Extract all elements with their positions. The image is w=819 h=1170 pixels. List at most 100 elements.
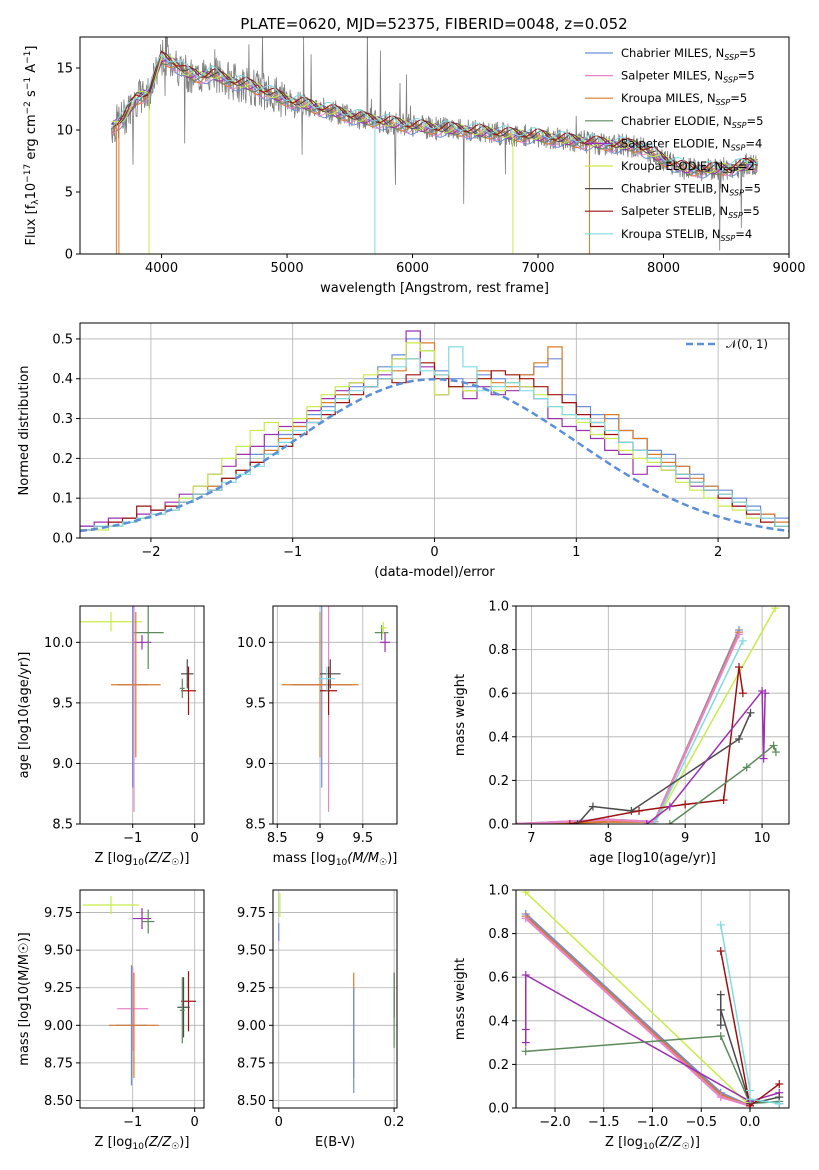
y-tick-label: 9.00 bbox=[237, 1019, 266, 1034]
mass-weight-line bbox=[653, 607, 776, 824]
mass-weight-line bbox=[720, 924, 780, 1105]
errorbar-point bbox=[181, 666, 196, 715]
y-tick-label: 9.75 bbox=[237, 906, 266, 921]
errorbar-point bbox=[320, 659, 341, 689]
panel-age-vs-mass: 8.5 9 9.5 8.5 9.0 9.5 10.0 mass [log10(M/M☉)] bbox=[237, 605, 398, 868]
legend-entry: Chabrier MILES, NSSP=5 bbox=[585, 46, 756, 62]
y-tick-label: 0.0 bbox=[488, 1102, 509, 1117]
y-tick-label: 0.3 bbox=[52, 412, 73, 427]
plots-container: 4000 5000 6000 7000 8000 9000051015wavelength… bbox=[17, 36, 806, 1152]
plus-marker bbox=[665, 802, 674, 811]
y-tick-label: 1.0 bbox=[488, 600, 509, 615]
legend-entry: Kroupa MILES, NSSP=5 bbox=[585, 91, 747, 107]
plus-marker bbox=[716, 1093, 725, 1102]
panel-mass-vs-EBV: 0 0.2 8.50 8.75 9.00 9.25 9.50 9.75 E(B-V) bbox=[237, 889, 404, 1150]
plus-marker bbox=[573, 820, 582, 824]
mass-weight-line bbox=[669, 744, 777, 824]
x-tick-label: −2.0 bbox=[539, 1115, 571, 1130]
x-tick-label: −0.5 bbox=[685, 1115, 717, 1130]
plus-marker bbox=[716, 947, 725, 956]
plus-marker bbox=[775, 1080, 784, 1089]
plot-area bbox=[110, 37, 758, 254]
plus-marker bbox=[642, 820, 651, 824]
plot-area bbox=[521, 890, 784, 1108]
plus-marker bbox=[588, 802, 597, 811]
plus-marker bbox=[681, 800, 690, 809]
x-tick-label: 0 bbox=[191, 831, 199, 846]
errorbar-point bbox=[117, 966, 149, 1051]
legend-label: 𝒩(0, 1) bbox=[726, 337, 768, 351]
legend: Chabrier MILES, NSSP=5 Salpeter MILES, NS… bbox=[585, 46, 763, 243]
errorbar-point bbox=[281, 612, 359, 758]
errorbar-point bbox=[179, 678, 185, 699]
errorbar-point bbox=[318, 666, 336, 691]
plus-marker bbox=[746, 1095, 754, 1104]
x-tick-label: 10 bbox=[754, 831, 771, 846]
legend-label: Salpeter STELIB, NSSP=5 bbox=[621, 204, 760, 220]
legend-label: Chabrier MILES, NSSP=5 bbox=[621, 46, 756, 62]
y-tick-label: 0.4 bbox=[52, 372, 73, 387]
x-tick-label: −1 bbox=[123, 831, 142, 846]
x-tick-label: −1 bbox=[123, 1115, 142, 1130]
plot-area bbox=[83, 896, 196, 1086]
y-axis-label: mass weight bbox=[453, 674, 468, 756]
x-tick-label: 0 bbox=[275, 1115, 283, 1130]
x-axis-label: age [log10(age/yr)] bbox=[589, 851, 716, 866]
legend-entry: Salpeter STELIB, NSSP=5 bbox=[585, 204, 760, 220]
model-spectrum bbox=[111, 50, 758, 172]
x-tick-label: −1.0 bbox=[637, 1115, 669, 1130]
y-tick-label: 5 bbox=[65, 186, 73, 201]
plus-marker bbox=[521, 971, 530, 980]
y-tick-label: 0.4 bbox=[488, 730, 509, 745]
legend-label: Chabrier STELIB, NSSP=5 bbox=[621, 182, 761, 198]
panel-massweight-vs-Z: −2.0 −1.5 −1.0 −0.5 0.0 0.0 0.2 0.4 0.6 0.8 1.0 Z [… bbox=[453, 884, 790, 1152]
errorbar-point bbox=[181, 659, 194, 689]
plus-marker bbox=[775, 1099, 784, 1108]
y-tick-label: 10.0 bbox=[44, 636, 73, 651]
errorbar-point bbox=[111, 612, 161, 758]
y-axis-label: age [log10(age/yr)] bbox=[17, 652, 32, 779]
panel-spectrum: 4000 5000 6000 7000 8000 9000 0 5 10 15 wavelength… bbox=[23, 36, 806, 296]
plot-area bbox=[278, 893, 395, 1093]
y-tick-label: 10.0 bbox=[237, 636, 266, 651]
plot-background bbox=[516, 606, 789, 824]
x-tick-label: 0 bbox=[430, 545, 438, 560]
x-tick-label: 5000 bbox=[271, 261, 304, 276]
plus-marker bbox=[719, 796, 728, 805]
plus-marker bbox=[746, 1086, 754, 1095]
plot-area bbox=[80, 606, 196, 812]
y-tick-label: 8.50 bbox=[237, 1094, 266, 1109]
mass-weight-line bbox=[653, 640, 744, 824]
x-axis-label: Z [log10(Z/Z☉)] bbox=[95, 851, 190, 868]
y-tick-label: 0.2 bbox=[488, 1058, 509, 1073]
plus-marker bbox=[771, 606, 780, 613]
y-tick-label: 0.8 bbox=[488, 927, 509, 942]
x-tick-label: 9.5 bbox=[352, 831, 373, 846]
y-tick-label: 8.75 bbox=[44, 1056, 73, 1071]
legend-label: Kroupa ELODIE, NSSP=2 bbox=[621, 159, 755, 175]
model-spectrum bbox=[111, 54, 758, 174]
y-tick-label: 8.5 bbox=[245, 818, 266, 833]
mass-weight-line bbox=[516, 633, 741, 824]
y-tick-label: 0.2 bbox=[52, 452, 73, 467]
legend-entry: Salpeter MILES, NSSP=5 bbox=[585, 69, 755, 85]
plus-marker bbox=[521, 1025, 530, 1034]
y-tick-label: 8.50 bbox=[44, 1094, 73, 1109]
x-axis-label: E(B-V) bbox=[315, 1135, 355, 1150]
x-tick-label: 0.0 bbox=[740, 1115, 761, 1130]
legend-label: Salpeter ELODIE, NSSP=4 bbox=[621, 136, 762, 152]
x-tick-label: 1 bbox=[572, 545, 580, 560]
x-tick-label: 4000 bbox=[145, 261, 178, 276]
plus-marker bbox=[746, 708, 755, 717]
legend-label: Kroupa STELIB, NSSP=4 bbox=[621, 227, 752, 243]
y-tick-label: 0.0 bbox=[52, 532, 73, 547]
plus-marker bbox=[521, 914, 530, 923]
plus-marker bbox=[650, 820, 659, 824]
errorbar-point bbox=[80, 612, 142, 632]
y-axis-label: Flux [fλ10−17 erg cm−2 s−1 A−1] bbox=[23, 46, 41, 246]
axes-frame bbox=[79, 605, 205, 825]
plus-marker bbox=[771, 748, 780, 757]
legend: 𝒩(0, 1) bbox=[686, 337, 768, 351]
model-spectrum bbox=[111, 52, 758, 171]
plus-marker bbox=[759, 754, 768, 763]
